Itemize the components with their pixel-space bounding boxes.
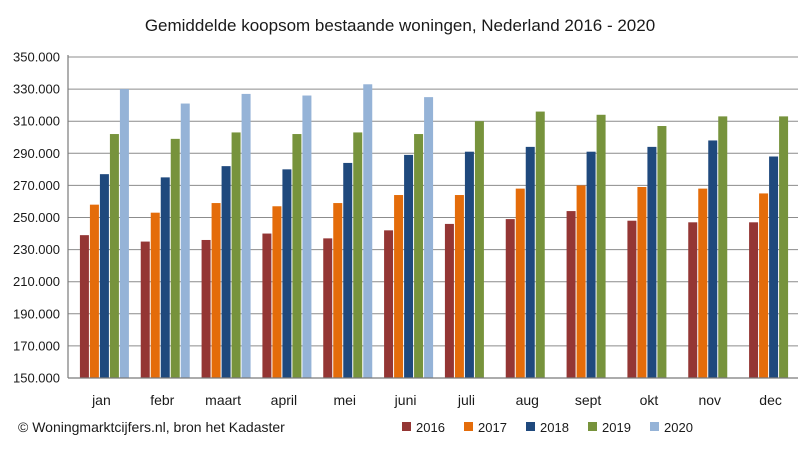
bar-2019-okt	[657, 126, 667, 378]
y-tick-label: 270.000	[13, 178, 60, 193]
chart-title: Gemiddelde koopsom bestaande woningen, N…	[145, 16, 655, 35]
y-tick-label: 310.000	[13, 114, 60, 129]
bar-2018-juli	[464, 151, 474, 378]
x-category-label: maart	[205, 392, 241, 408]
y-tick-label: 170.000	[13, 338, 60, 353]
bar-2016-dec	[749, 222, 759, 378]
legend-label-2017: 2017	[478, 420, 507, 435]
y-tick-label: 150.000	[13, 371, 60, 386]
bar-2017-nov	[698, 188, 708, 378]
x-category-label: jan	[91, 392, 111, 408]
axes	[67, 55, 798, 379]
bar-2019-juli	[474, 121, 484, 378]
bar-2018-maart	[221, 166, 231, 378]
x-category-label: aug	[516, 392, 539, 408]
x-category-label: sept	[575, 392, 602, 408]
bar-2019-juni	[414, 134, 424, 378]
y-tick-label: 210.000	[13, 274, 60, 289]
bar-2019-mei	[353, 132, 363, 378]
bar-2016-mei	[323, 238, 333, 378]
x-category-label: april	[271, 392, 297, 408]
bar-2018-okt	[647, 146, 657, 378]
bar-2016-febr	[140, 241, 150, 378]
legend-label-2018: 2018	[540, 420, 569, 435]
bar-2017-maart	[211, 203, 221, 378]
y-tick-label: 350.000	[13, 50, 60, 65]
legend-swatch-2020	[650, 422, 659, 431]
source-credit: © Woningmarktcijfers.nl, bron het Kadast…	[18, 419, 285, 435]
x-category-label: mei	[333, 392, 356, 408]
legend-swatch-2016	[402, 422, 411, 431]
x-axis-categories: jan febr maart april mei juni juli aug sept okt no…	[91, 392, 782, 408]
bar-2018-april	[282, 169, 292, 378]
bar-2018-nov	[708, 140, 718, 378]
bar-2016-april	[262, 233, 272, 378]
bar-2016-juni	[384, 230, 394, 378]
x-category-label: juni	[394, 392, 417, 408]
bar-2016-sept	[566, 211, 576, 378]
bar-2017-febr	[150, 212, 160, 378]
bar-2020-april	[302, 95, 312, 379]
bar-2018-mei	[343, 162, 353, 378]
bar-2016-aug	[505, 219, 515, 378]
bar-2019-maart	[231, 132, 241, 378]
bar-2017-aug	[515, 188, 525, 378]
bar-2017-april	[272, 206, 282, 378]
bar-2016-okt	[627, 220, 637, 378]
x-category-label: dec	[759, 392, 782, 408]
legend: 2016 2017 2018 2019 2020	[402, 420, 693, 435]
x-category-label: nov	[698, 392, 721, 408]
legend-swatch-2017	[464, 422, 473, 431]
legend-label-2019: 2019	[602, 420, 631, 435]
bar-2016-jan	[79, 235, 89, 378]
x-category-label: juli	[457, 392, 475, 408]
y-tick-label: 330.000	[13, 82, 60, 97]
bar-2017-mei	[333, 203, 343, 378]
y-tick-label: 190.000	[13, 306, 60, 321]
bar-2018-sept	[586, 151, 596, 378]
bar-2017-jan	[89, 204, 99, 378]
bar-2019-febr	[170, 138, 180, 378]
bars	[79, 84, 789, 379]
bar-2020-maart	[241, 93, 251, 378]
bar-2018-febr	[160, 177, 170, 378]
bar-2017-dec	[759, 193, 769, 378]
bar-2019-aug	[535, 111, 545, 378]
bar-2019-sept	[596, 114, 606, 378]
legend-label-2020: 2020	[664, 420, 693, 435]
bar-2017-juni	[394, 195, 404, 378]
y-tick-label: 290.000	[13, 146, 60, 161]
bar-2019-dec	[779, 116, 789, 378]
bar-2016-nov	[688, 222, 698, 378]
bar-2020-febr	[180, 103, 190, 379]
bar-2018-dec	[769, 156, 779, 378]
legend-swatch-2018	[526, 422, 535, 431]
bar-2020-jan	[119, 89, 129, 378]
bar-2020-juni	[424, 97, 434, 378]
bar-2018-juni	[404, 154, 414, 378]
legend-label-2016: 2016	[416, 420, 445, 435]
legend-swatch-2019	[588, 422, 597, 431]
bar-2016-maart	[201, 239, 211, 378]
bar-2017-sept	[576, 185, 586, 378]
x-category-label: febr	[150, 392, 174, 408]
bar-2017-okt	[637, 187, 647, 378]
bar-2019-april	[292, 134, 302, 378]
y-axis-ticks: 150.000 170.000 190.000 210.000 230.000 250.0…	[13, 50, 60, 386]
bar-2020-mei	[363, 84, 373, 378]
bar-2016-juli	[444, 223, 454, 378]
bar-2018-jan	[99, 174, 109, 378]
bar-2019-nov	[718, 116, 728, 378]
bar-2018-aug	[525, 146, 535, 378]
bar-2019-jan	[109, 134, 119, 378]
x-category-label: okt	[640, 392, 659, 408]
y-tick-label: 250.000	[13, 210, 60, 225]
bar-2017-juli	[454, 195, 464, 378]
y-tick-label: 230.000	[13, 242, 60, 257]
